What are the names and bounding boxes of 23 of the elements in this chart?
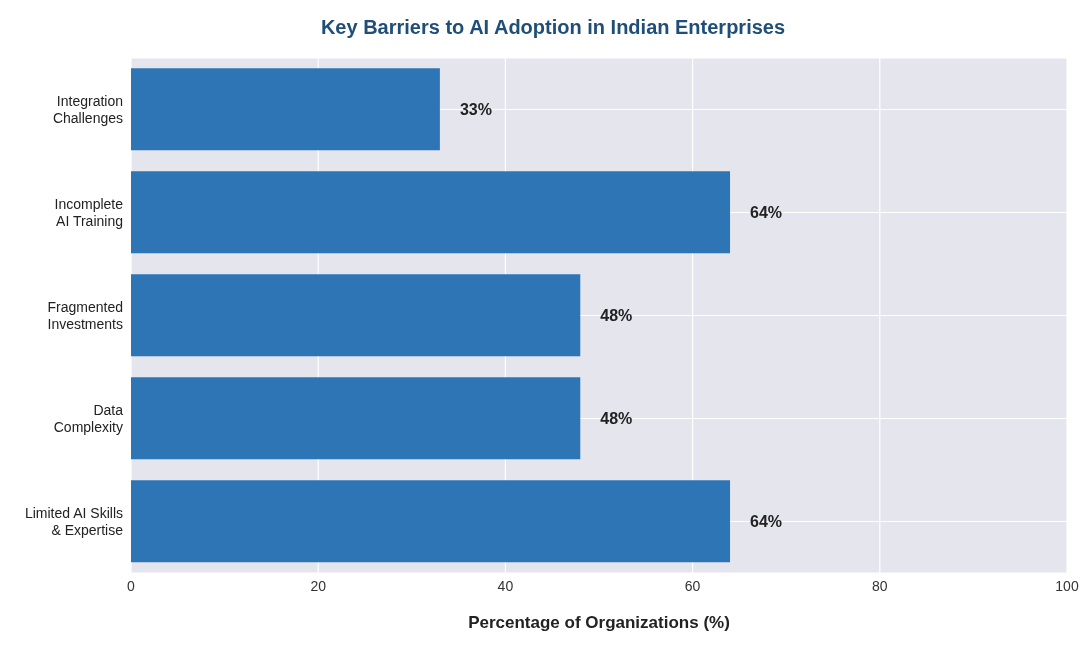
data-label: 64% [750, 203, 783, 221]
bar [131, 68, 440, 151]
x-axis-title: Percentage of Organizations (%) [468, 613, 730, 632]
bar [131, 480, 731, 563]
x-tick-label: 40 [497, 577, 514, 594]
chart-title: Key Barriers to AI Adoption in Indian Enterprises [320, 16, 786, 38]
x-tick-label: 0 [127, 577, 136, 594]
data-label: 48% [600, 409, 633, 427]
x-tick-label: 60 [684, 577, 701, 594]
bar [131, 171, 731, 254]
x-tick-label: 80 [872, 577, 888, 594]
bar [131, 377, 581, 460]
bar [131, 274, 581, 357]
x-tick-label: 100 [1055, 577, 1079, 594]
y-tick-label: Limited AI Skills & Expertise [24, 505, 124, 538]
data-label: 48% [600, 306, 633, 324]
data-label: 33% [459, 100, 492, 118]
y-tick-label: Integration Challenges [52, 93, 123, 126]
data-label: 64% [750, 512, 783, 530]
x-tick-label: 20 [310, 577, 327, 594]
y-tick-label: Fragmented Investments [47, 299, 123, 332]
y-tick-label: Incomplete AI Training [54, 196, 124, 229]
y-tick-label: Data Complexity [53, 402, 124, 435]
